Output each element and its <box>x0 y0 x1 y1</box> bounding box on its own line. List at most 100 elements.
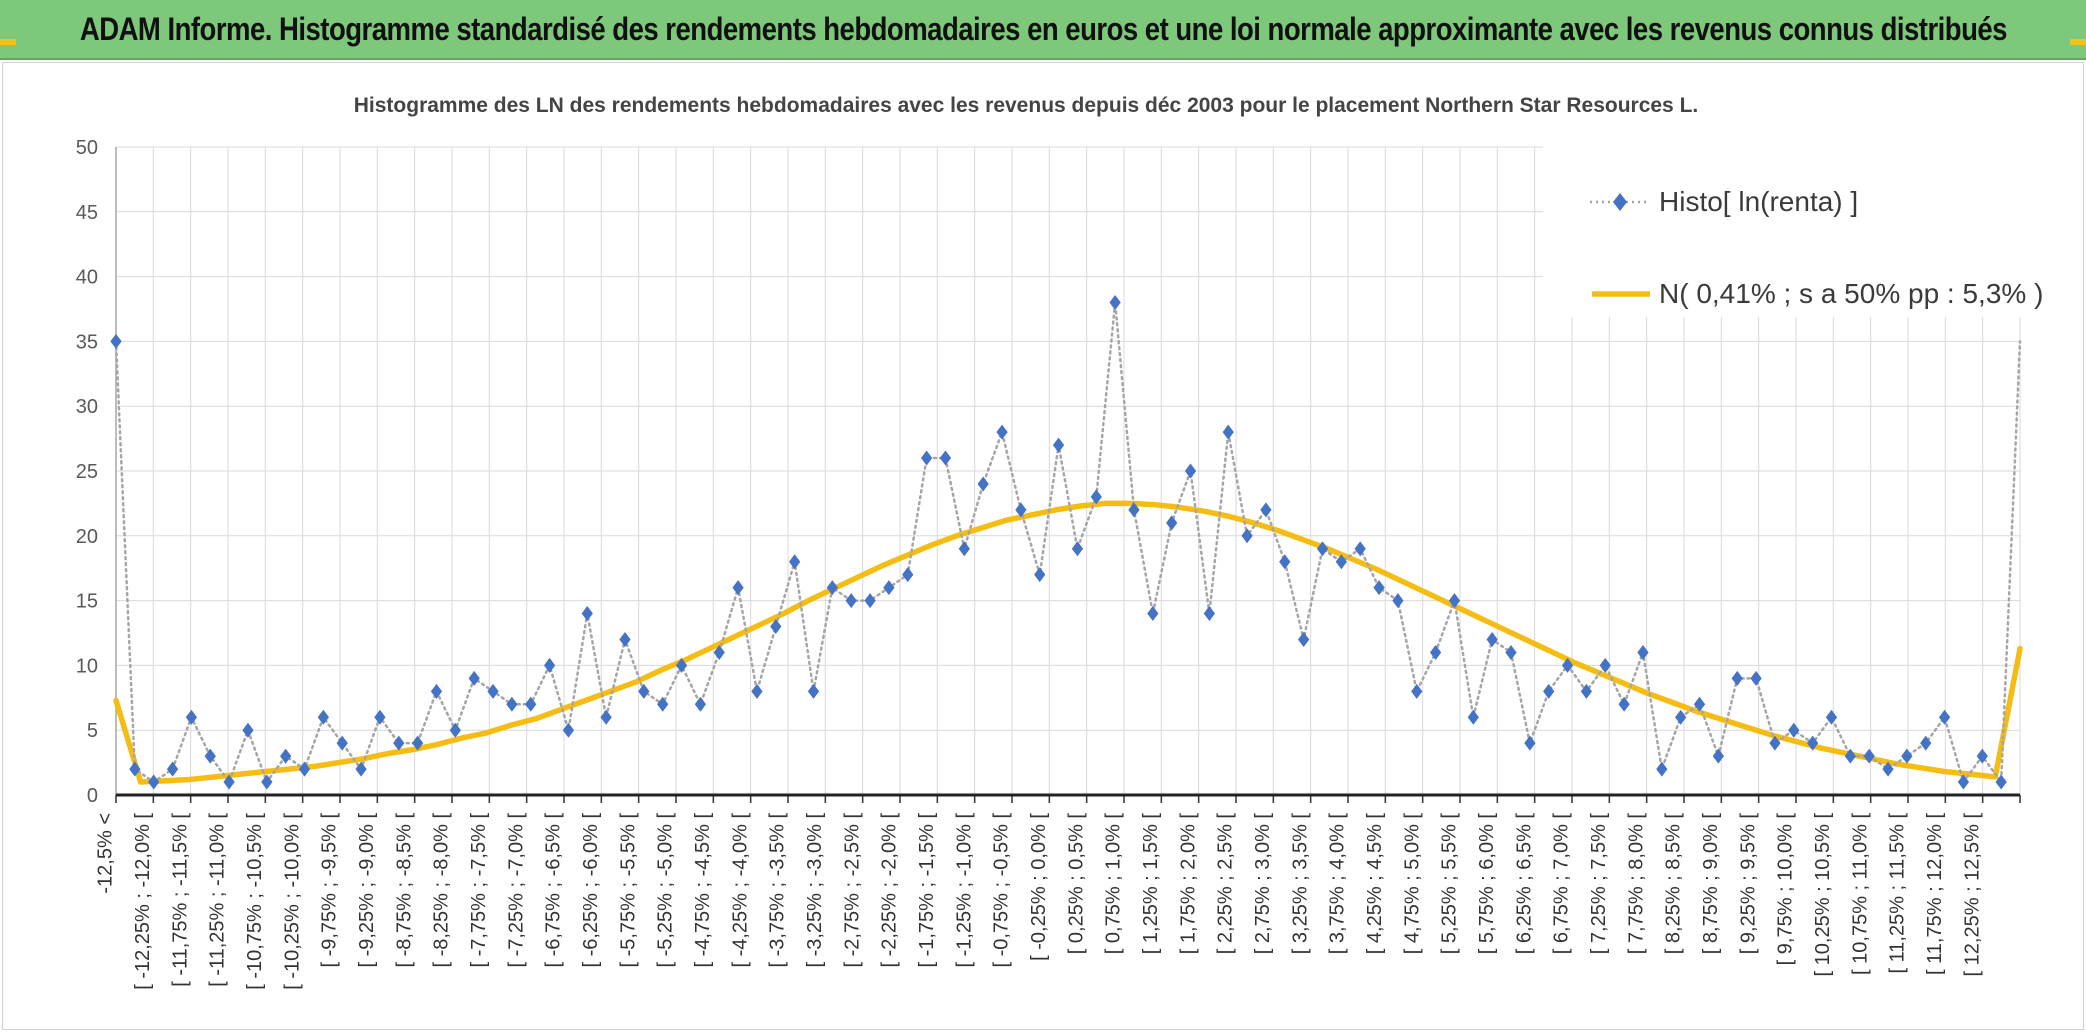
x-category-label: [ -1,25% ; -1,0% [ <box>953 813 975 968</box>
histogram-point <box>261 774 273 790</box>
histogram-point <box>449 722 461 738</box>
x-category-label: [ -5,75% ; -5,5% [ <box>617 813 639 968</box>
histogram-point <box>1034 567 1046 583</box>
histogram-point <box>1731 670 1743 686</box>
histogram-point <box>1769 735 1781 751</box>
x-category-label: [ -6,75% ; -6,5% [ <box>543 813 565 968</box>
x-category-label: [ -2,75% ; -2,5% [ <box>841 813 863 968</box>
histogram-point <box>1298 631 1310 647</box>
histogram-point <box>1052 437 1065 453</box>
histogram-point <box>166 761 179 777</box>
histogram-point <box>1184 463 1197 479</box>
histogram-point <box>657 696 669 712</box>
histogram-point <box>826 580 838 596</box>
y-tick-label: 15 <box>76 591 98 613</box>
histogram-point <box>1392 593 1404 609</box>
histogram-point <box>525 696 537 712</box>
y-tick-label: 0 <box>87 785 98 807</box>
x-category-label: [ -3,75% ; -3,5% [ <box>767 813 789 968</box>
histogram-point <box>1411 683 1423 699</box>
histogram-point <box>1901 748 1913 764</box>
y-tick-label: 30 <box>76 396 98 418</box>
histogram-point <box>1656 761 1668 777</box>
histogram-point <box>1090 489 1102 505</box>
x-category-label: [ -12,25% ; -12,0% [ <box>132 813 154 990</box>
histogram-point <box>1335 554 1347 570</box>
x-category-label: [ 6,25% ; 6,5% [ <box>1513 813 1535 955</box>
histogram-point <box>1241 528 1253 544</box>
histogram-point <box>1882 761 1894 777</box>
histogram-point <box>638 683 650 699</box>
histogram-point <box>1844 748 1856 764</box>
x-category-label: [ -1,75% ; -1,5% [ <box>916 813 938 968</box>
tick-labels: 0 5 10 15 20 25 30 35 40 45 50 -12,5% < [ -12,25% ; … <box>76 137 1984 990</box>
x-category-label: [ 0,25% ; 0,5% [ <box>1065 813 1087 955</box>
axes <box>115 147 2021 803</box>
histogram-point <box>1637 644 1649 660</box>
x-category-label: [ 8,75% ; 9,0% [ <box>1700 813 1722 955</box>
histogram-point <box>939 450 952 466</box>
accent-corner-top-right <box>2070 39 2086 45</box>
histogram-point <box>920 450 933 466</box>
chart-title: Histogramme des LN des rendements hebdom… <box>354 94 1698 117</box>
y-tick-label: 40 <box>76 267 98 289</box>
x-category-label: [ 5,75% ; 6,0% [ <box>1476 813 1498 955</box>
histogram-point <box>1807 735 1819 751</box>
x-category-label: [ 11,75% ; 12,0% [ <box>1924 813 1946 975</box>
histogram-point <box>1863 748 1875 764</box>
legend: Histo[ ln(renta) ] N( 0,41% ; s a 50% pp … <box>1543 121 2043 317</box>
histogram-point <box>1203 606 1216 622</box>
histogram-point <box>600 709 612 725</box>
x-category-label: [ 5,25% ; 5,5% [ <box>1439 813 1461 955</box>
histogram-point <box>1448 593 1461 609</box>
histogram-point <box>1938 709 1951 725</box>
y-tick-label: 10 <box>76 655 98 677</box>
histogram-point <box>1693 696 1706 712</box>
x-category-label: [ 12,25% ; 12,5% [ <box>1961 813 1983 977</box>
histogram-point <box>1429 644 1442 660</box>
y-tick-label: 45 <box>76 202 98 224</box>
histogram-point <box>883 580 895 596</box>
x-category-label: [ -0,25% ; 0,0% [ <box>1028 813 1050 961</box>
legend-label-histogram: Histo[ ln(renta) ] <box>1659 186 1858 217</box>
histogram-point <box>845 593 857 609</box>
x-category-label: [ 9,25% ; 9,5% [ <box>1737 813 1759 955</box>
histogram-point <box>1561 657 1574 673</box>
report-banner: ADAM Informe. Histogramme standardisé de… <box>0 0 2086 60</box>
histogram-point <box>1825 709 1838 725</box>
x-category-label: [ -9,75% ; -9,5% [ <box>319 813 341 968</box>
x-category-label: [ -7,75% ; -7,5% [ <box>468 813 490 968</box>
x-category-label: [ -3,25% ; -3,0% [ <box>804 813 826 968</box>
x-category-label: [ -0,75% ; -0,5% [ <box>991 813 1013 968</box>
x-category-label: [ -9,25% ; -9,0% [ <box>356 813 378 968</box>
histogram-point <box>1128 502 1140 518</box>
histogram-point <box>336 735 348 751</box>
y-tick-label: 5 <box>87 720 98 742</box>
histogram-point <box>1373 580 1385 596</box>
histogram-point <box>619 631 631 647</box>
histogram-point <box>1957 774 1970 790</box>
x-category-label: [ 11,25% ; 11,5% [ <box>1887 813 1909 974</box>
x-category-label: -12,5% < <box>95 813 117 894</box>
histogram-point <box>185 709 198 725</box>
histogram-point <box>374 709 386 725</box>
x-category-label: [ -11,75% ; -11,5% [ <box>169 813 191 987</box>
x-category-label: [ 3,25% ; 3,5% [ <box>1289 813 1311 955</box>
histogram-point <box>1015 502 1027 518</box>
x-category-label: [ -7,25% ; -7,0% [ <box>505 813 527 968</box>
histogram-point <box>1316 541 1329 557</box>
chart-area: 0 5 10 15 20 25 30 35 40 45 50 -12,5% < [ -12,25% ; … <box>2 62 2084 1030</box>
histogram-point <box>411 735 424 751</box>
x-category-label: [ 2,25% ; 2,5% [ <box>1215 813 1237 955</box>
histogram-dotted-line <box>114 302 2022 786</box>
histogram-point <box>1279 554 1291 570</box>
histogram-point <box>958 541 970 557</box>
histogram-point <box>1222 424 1234 440</box>
histogram-point <box>506 696 518 712</box>
x-category-label: [ 4,25% ; 4,5% [ <box>1364 813 1386 955</box>
histogram-point <box>789 554 801 570</box>
legend-diamond-icon <box>1613 193 1627 211</box>
histogram-point <box>1524 735 1536 751</box>
histogram-point <box>581 606 593 622</box>
histogram-point <box>751 683 763 699</box>
